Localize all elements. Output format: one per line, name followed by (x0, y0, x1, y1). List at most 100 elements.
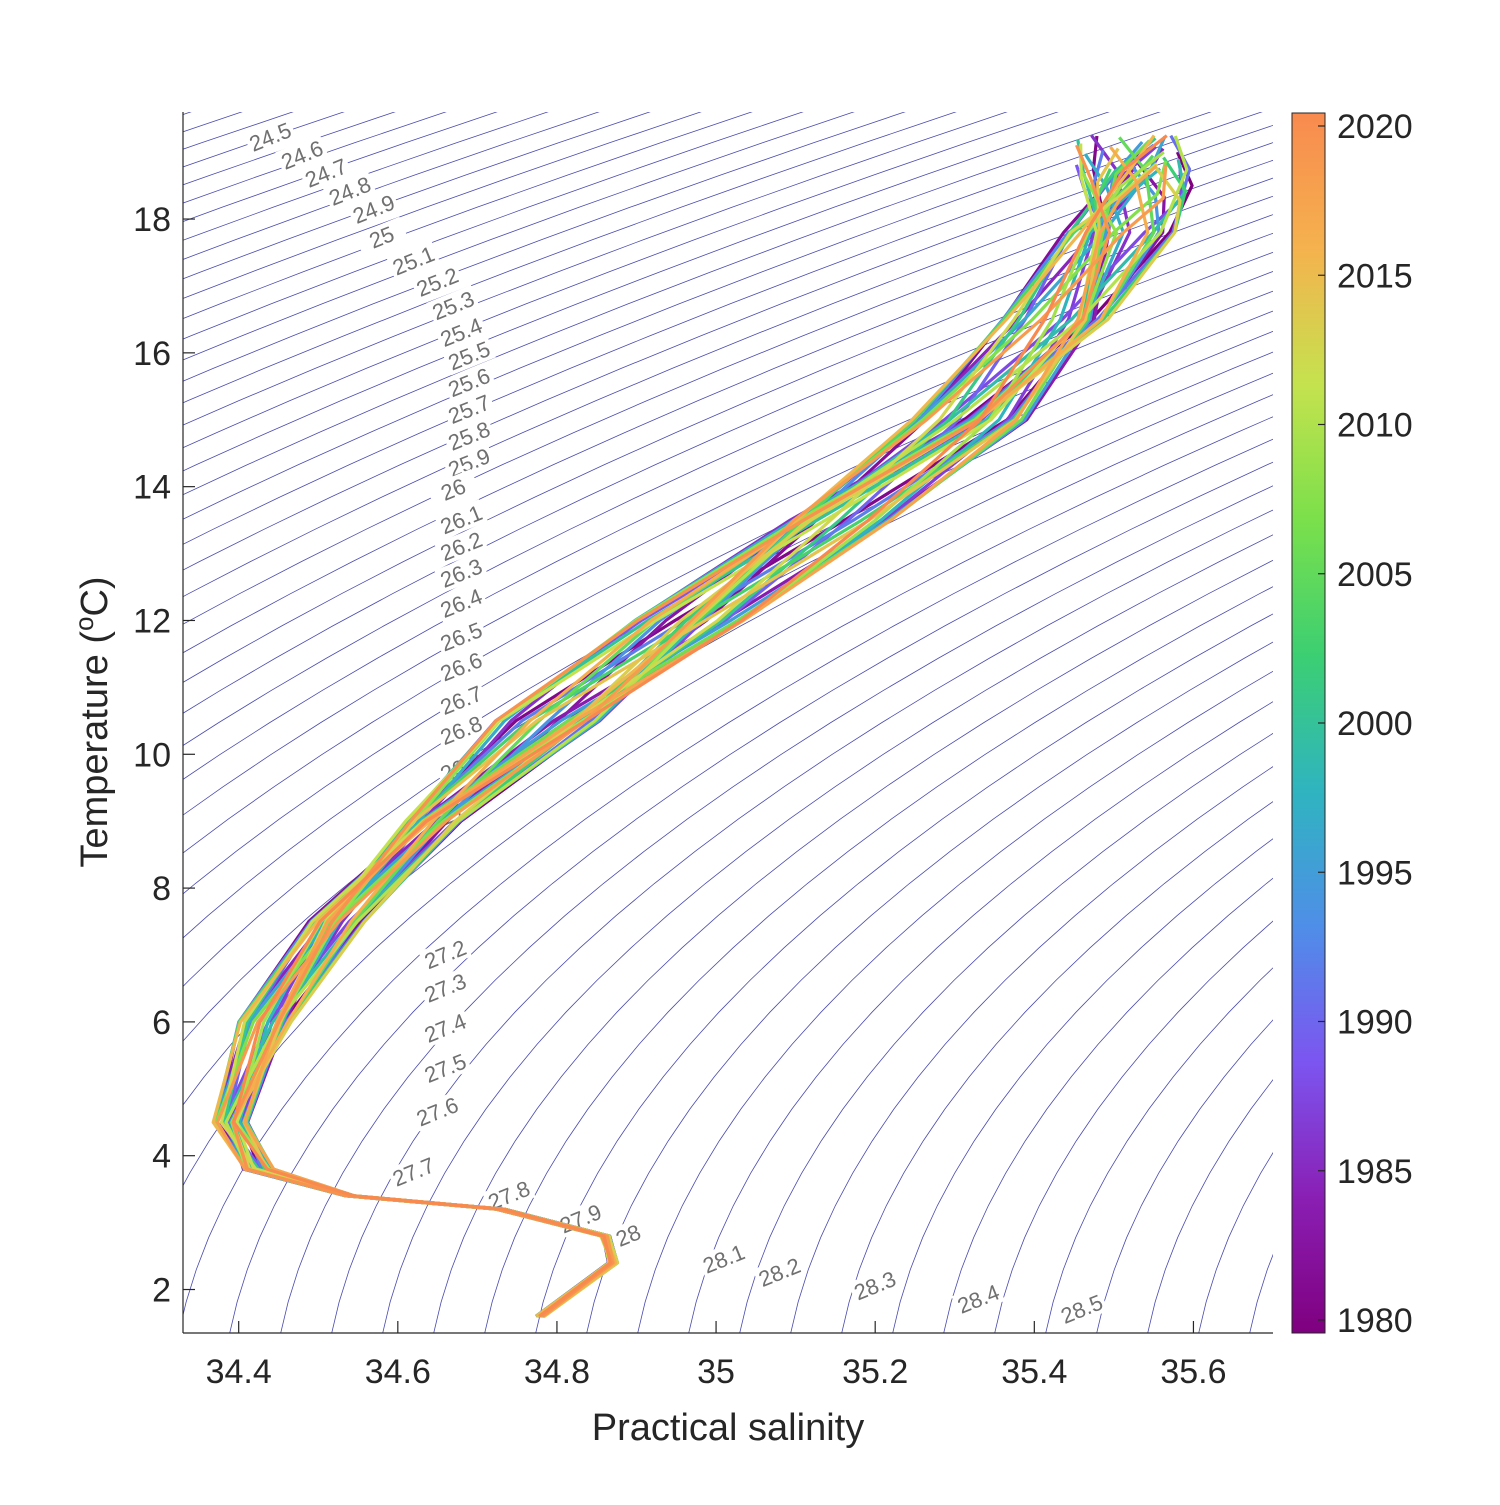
isopycnal-line (183, 195, 1273, 683)
y-axis-title-superscript: o (69, 617, 99, 631)
isopycnal-line (183, 112, 804, 340)
isopycnal-label-bg (426, 284, 480, 326)
isopycnal-label-bg (434, 709, 488, 751)
isopycnal-line (183, 142, 1273, 598)
x-tick-label: 34.8 (524, 1353, 590, 1391)
isopycnal-line (183, 351, 1273, 988)
isopycnal-line (183, 251, 1273, 780)
isopycnal-line (739, 732, 1273, 1333)
isopycnal-line (0, 79, 241, 1367)
isopycnal-label: 27.6 (413, 1092, 462, 1131)
isopycnal-label-bg (346, 188, 401, 229)
isopycnal-lines (0, 79, 1500, 1367)
isopycnal-line (790, 766, 1273, 1333)
isopycnal-label-bg (1054, 1288, 1109, 1329)
profile-line-2002 (229, 156, 1188, 1318)
x-tick-label: 35.6 (1160, 1353, 1226, 1391)
profile-line-2019 (231, 144, 1111, 1318)
y-tick-label: 6 (152, 1004, 171, 1042)
isopycnal-line (183, 394, 1273, 1106)
isopycnal-line (229, 461, 1273, 1333)
isopycnal-line (637, 670, 1273, 1333)
isopycnal-line (183, 159, 1273, 625)
isopycnal-label-bg (386, 240, 441, 281)
isopycnal-label-bg (696, 1238, 751, 1279)
isopycnal-label-bg (442, 361, 496, 403)
isopycnal-label-bg (752, 1251, 807, 1292)
y-axis-ticks: 2 4 6 8 10 12 14 16 18 (133, 201, 195, 1310)
isopycnal-line (183, 112, 1263, 545)
profile-line-1997 (229, 153, 1125, 1318)
profile-line-1988 (221, 165, 1183, 1318)
colorbar: 1980 1985 1990 1995 2000 2005 2010 2015 2020 (1291, 108, 1413, 1340)
isopycnal-label-bg (243, 116, 297, 157)
isopycnal-label-bg (354, 216, 409, 257)
isopycnal-line (1147, 1079, 1273, 1333)
isopycnal-line (183, 112, 192, 115)
isopycnal-label: 28.3 (850, 1266, 899, 1305)
colorbar-tick-label: 1980 (1337, 1302, 1413, 1340)
isopycnal-line (183, 232, 1273, 747)
isopycnal-line (183, 124, 1273, 571)
axes (182, 112, 1273, 1334)
profile-line-2020 (232, 134, 1168, 1318)
isopycnal-label-bg (418, 1007, 472, 1048)
isopycnal-label-bg (434, 525, 488, 567)
profile-line-1998 (237, 167, 1162, 1318)
isopycnal-line (1045, 967, 1273, 1333)
y-axis-title: Temperature (oC) (69, 576, 116, 867)
colorbar-tick-label: 2015 (1337, 257, 1413, 295)
isopycnal-label: 27.5 (421, 1049, 470, 1088)
x-tick-label: 34.4 (206, 1353, 272, 1391)
isopycnal-line (183, 330, 1273, 939)
isopycnal-label-bg (299, 152, 353, 193)
y-tick-label: 12 (133, 602, 171, 640)
profile-lines (211, 134, 1194, 1318)
profile-line-1982 (215, 142, 1151, 1318)
isopycnal-label-bg (482, 1174, 536, 1216)
colorbar-tick-label: 2000 (1337, 705, 1413, 743)
isopycnal-label-bg (434, 552, 488, 593)
isopycnal-line (183, 416, 1273, 1187)
isopycnal-label-bg (418, 1047, 472, 1088)
isopycnal-label-bg (386, 1151, 441, 1192)
isopycnal-line (484, 586, 1273, 1333)
isopycnal-line (1448, 79, 1500, 1367)
profile-line-2000 (233, 139, 1103, 1318)
isopycnal-line (943, 877, 1273, 1333)
isopycnal-line (183, 112, 1008, 426)
x-axis-title: Practical salinity (592, 1407, 864, 1449)
isopycnal-line (994, 920, 1273, 1333)
isopycnal-line (183, 112, 1110, 472)
isopycnal-line (892, 838, 1273, 1333)
y-tick-label: 16 (133, 335, 171, 373)
isopycnal-line (183, 112, 855, 361)
isopycnal-line (183, 372, 1273, 1042)
x-tick-label: 35.4 (1001, 1353, 1067, 1391)
colorbar-tick-label: 1990 (1337, 1004, 1413, 1042)
colorbar-tick-label: 1995 (1337, 854, 1413, 892)
isopycnal-label-bg (410, 1091, 464, 1132)
isopycnal-label: 27.7 (389, 1152, 438, 1191)
isopycnal-label: 27.4 (421, 1009, 470, 1048)
x-tick-label: 35.2 (842, 1353, 908, 1391)
isopycnal-label-bg (434, 582, 488, 623)
isopycnal-line (183, 112, 1212, 520)
isopycnal-label-bg (601, 1214, 655, 1256)
isopycnal-line (183, 112, 753, 320)
isopycnal-line (331, 509, 1273, 1333)
profile-line-1986 (228, 134, 1132, 1318)
isopycnal-line (433, 559, 1273, 1333)
isopycnal-label: 27.3 (421, 968, 470, 1007)
profile-line-2012 (219, 162, 1158, 1318)
y-axis-title-unit: C) (74, 576, 116, 616)
isopycnal-label-bg (434, 646, 488, 687)
profile-line-1994 (229, 161, 1161, 1318)
isopycnal-label-bg (426, 468, 480, 510)
profile-line-2003 (242, 168, 1112, 1318)
isopycnal-line (586, 641, 1273, 1333)
isopycnal-labels: 24.524.624.724.824.92525.125.225.325.425… (243, 116, 1109, 1329)
colorbar-tick-label: 2020 (1337, 108, 1413, 146)
y-tick-label: 2 (152, 1272, 171, 1310)
